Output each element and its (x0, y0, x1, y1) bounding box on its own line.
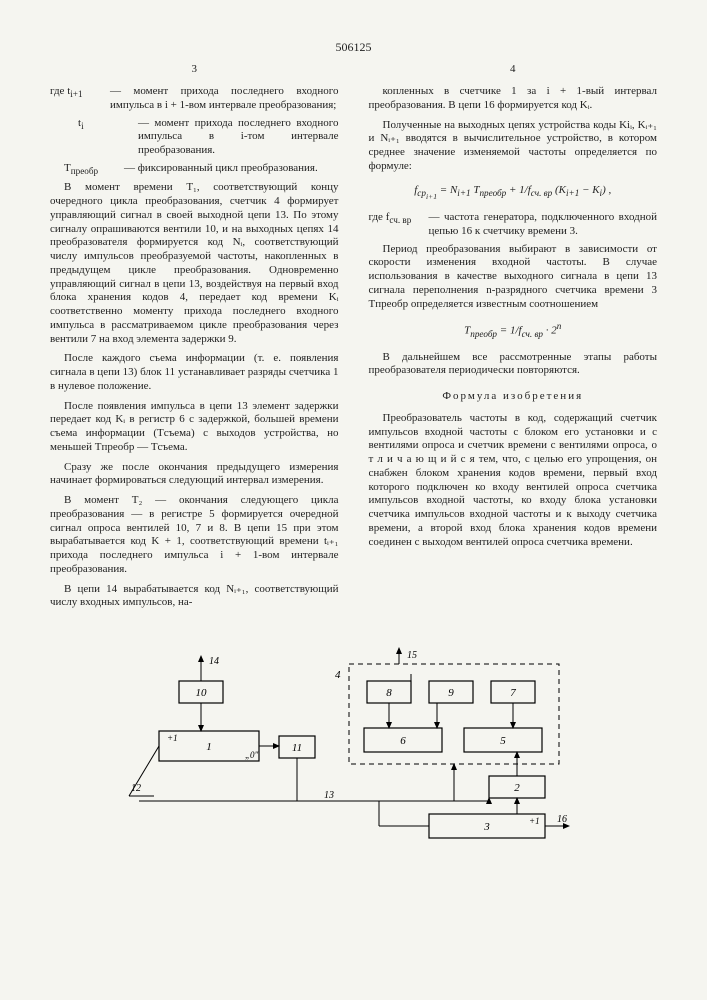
svg-text:5: 5 (500, 735, 506, 747)
right-def-symbol: где fсч. вр (369, 211, 429, 239)
svg-text:+1: +1 (529, 816, 540, 826)
def1-symbol: где ti+1 (50, 85, 110, 113)
definition-2: ti — момент прихода последнего входного … (50, 117, 339, 158)
svg-text:13: 13 (324, 790, 334, 801)
formula-2: Tпреобр = 1/fсч. вр · 2n (369, 321, 658, 340)
left-para-4: Сразу же после окончания предыдущего изм… (50, 461, 339, 489)
def1-text: — момент прихода последнего входного имп… (110, 85, 339, 113)
svg-text:8: 8 (386, 687, 392, 699)
definition-1: где ti+1 — момент прихода последнего вхо… (50, 85, 339, 113)
left-para-1: В момент времени T₁, соответствующий кон… (50, 181, 339, 346)
left-para-5: В момент T₂ — окончания следующего цикла… (50, 494, 339, 577)
svg-text:16: 16 (557, 814, 567, 825)
left-column: 3 где ti+1 — момент прихода последнего в… (50, 63, 339, 616)
svg-text:12: 12 (131, 783, 141, 794)
left-para-6: В цепи 14 вырабатывается код Nᵢ₊₁, соотв… (50, 583, 339, 611)
svg-text:7: 7 (510, 687, 516, 699)
svg-text:2: 2 (514, 782, 520, 794)
definition-3: Tпреобр — фиксированный цикл преобразова… (50, 162, 339, 178)
col-right-number: 4 (369, 63, 658, 75)
right-para-1: копленных в счетчике 1 за i + 1-вый инте… (369, 85, 658, 113)
two-column-layout: 3 где ti+1 — момент прихода последнего в… (50, 63, 657, 616)
right-definition: где fсч. вр — частота генератора, подклю… (369, 211, 658, 239)
svg-text:3: 3 (483, 821, 490, 833)
def2-text: — момент прихода последнего входного имп… (138, 117, 339, 158)
right-para-4: В дальнейшем все рассмотренные этапы раб… (369, 351, 658, 379)
left-para-2: После каждого съема информации (т. е. по… (50, 352, 339, 393)
formula-1: fсрi+1 = Ni+1 Tпреобр + 1/fсч. вр (Ki+1 … (369, 184, 658, 202)
col-left-number: 3 (50, 63, 339, 75)
circuit-diagram: 4 10 1 +1 „0" 11 8 9 7 6 5 2 3 +1 14 15 13 12 16 (50, 646, 657, 856)
right-para-2: Полученные на выходных цепях устройства … (369, 119, 658, 174)
svg-text:+1: +1 (167, 733, 178, 743)
svg-text:10: 10 (195, 687, 207, 699)
svg-text:9: 9 (448, 687, 454, 699)
left-para-3: После появления импульса в цепи 13 элеме… (50, 400, 339, 455)
right-para-5: Преобразователь частоты в код, содержащи… (369, 412, 658, 550)
svg-text:„0": „0" (245, 750, 259, 760)
svg-text:1: 1 (206, 741, 212, 753)
right-column: 4 копленных в счетчике 1 за i + 1-вый ин… (369, 63, 658, 616)
svg-text:14: 14 (209, 656, 219, 667)
def2-symbol: ti (50, 117, 138, 158)
patent-number: 506125 (50, 40, 657, 55)
diagram-svg: 4 10 1 +1 „0" 11 8 9 7 6 5 2 3 +1 14 15 13 12 16 (119, 646, 589, 856)
def3-symbol: Tпреобр (50, 162, 124, 178)
svg-text:6: 6 (400, 735, 406, 747)
svg-text:15: 15 (407, 650, 417, 661)
claims-title: Формула изобретения (369, 390, 658, 404)
svg-text:11: 11 (291, 742, 301, 754)
def3-text: — фиксированный цикл преобразования. (124, 162, 339, 178)
svg-text:4: 4 (335, 669, 341, 681)
right-para-3: Период преобразования выбирают в зависим… (369, 243, 658, 312)
right-def-text: — частота генератора, подключенного вход… (429, 211, 658, 239)
